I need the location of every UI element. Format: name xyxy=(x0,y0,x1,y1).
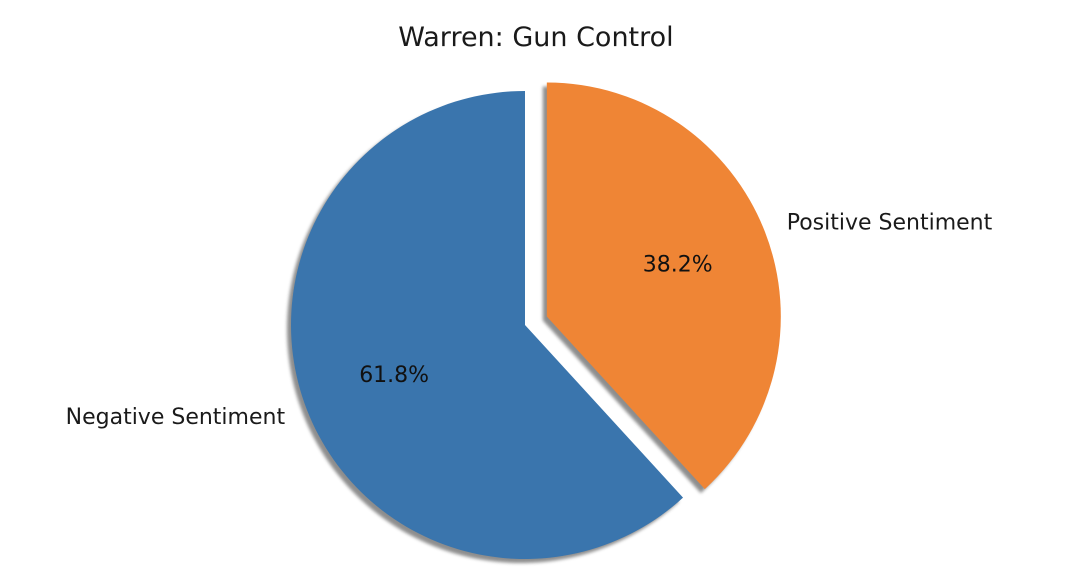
negative-sentiment-percent-label: 61.8% xyxy=(359,363,429,388)
negative-sentiment-slice xyxy=(291,91,684,559)
positive-sentiment-percent-label: 38.2% xyxy=(643,253,713,278)
pie-label-layer: 61.8% Negative Sentiment 38.2% Positive Sen… xyxy=(66,210,993,430)
pie-slice-layer xyxy=(291,82,781,559)
chart-title: Warren: Gun Control xyxy=(398,22,673,53)
positive-sentiment-slice xyxy=(546,82,781,490)
positive-sentiment-label: Positive Sentiment xyxy=(787,210,993,235)
negative-sentiment-label: Negative Sentiment xyxy=(66,405,286,430)
